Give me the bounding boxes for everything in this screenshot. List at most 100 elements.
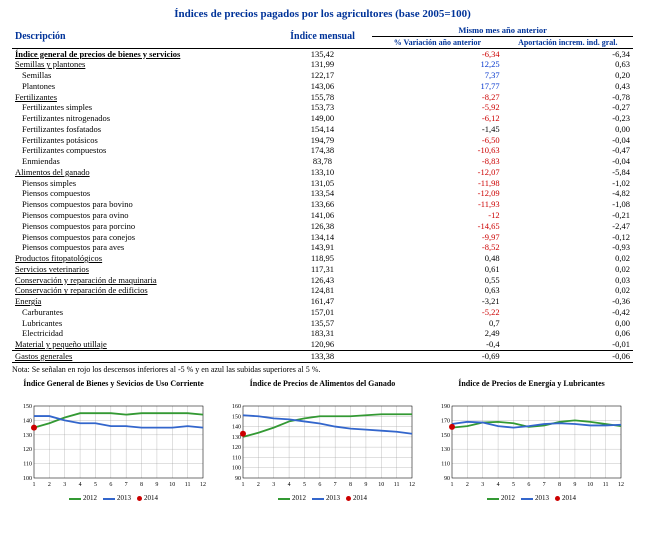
col-var: % Variación año anterior — [372, 37, 502, 49]
table-row: Piensos compuestos para conejos134,14-9,… — [12, 232, 633, 243]
cell-apo: -1,02 — [503, 178, 633, 189]
svg-text:12: 12 — [409, 482, 415, 488]
cell-apo: 0,02 — [503, 264, 633, 275]
cell-apo: 0,00 — [503, 124, 633, 135]
cell-index: 135,57 — [273, 318, 372, 329]
svg-text:90: 90 — [444, 476, 450, 482]
svg-text:6: 6 — [109, 482, 112, 488]
cell-index: 157,01 — [273, 307, 372, 318]
chart-legend: 201220132014 — [12, 494, 215, 502]
cell-index: 133,38 — [273, 351, 372, 363]
cell-apo: -2,47 — [503, 221, 633, 232]
cell-index: 134,14 — [273, 232, 372, 243]
cell-index: 133,10 — [273, 167, 372, 178]
svg-text:90: 90 — [235, 476, 241, 482]
cell-var: -0,69 — [372, 351, 502, 363]
cell-var: 17,77 — [372, 81, 502, 92]
col-apo: Aportación increm. ind. gral. — [503, 37, 633, 49]
svg-text:8: 8 — [349, 482, 352, 488]
cell-desc: Fertilizantes nitrogenados — [12, 114, 273, 125]
cell-desc: Lubricantes — [12, 318, 273, 329]
table-row: Piensos compuestos para porcino126,38-14… — [12, 221, 633, 232]
chart-title: Índice de Precios de Energía y Lubricant… — [430, 380, 633, 400]
cell-desc: Enmiendas — [12, 157, 273, 168]
table-row: Electricidad183,312,490,06 — [12, 329, 633, 340]
cell-var: 12,25 — [372, 60, 502, 71]
cell-var: 0,55 — [372, 275, 502, 286]
cell-var: -9,97 — [372, 232, 502, 243]
cell-desc: Fertilizantes compuestos — [12, 146, 273, 157]
cell-index: 120,96 — [273, 340, 372, 351]
cell-apo: -1,08 — [503, 200, 633, 211]
cell-desc: Piensos compuestos para aves — [12, 243, 273, 254]
svg-text:7: 7 — [543, 482, 546, 488]
svg-text:5: 5 — [303, 482, 306, 488]
table-row: Fertilizantes simples153,73-5,92-0,27 — [12, 103, 633, 114]
svg-text:110: 110 — [441, 462, 450, 468]
cell-apo: -0,42 — [503, 307, 633, 318]
cell-apo: -0,01 — [503, 340, 633, 351]
cell-desc: Electricidad — [12, 329, 273, 340]
cell-var: 0,7 — [372, 318, 502, 329]
svg-text:4: 4 — [288, 482, 291, 488]
cell-desc: Piensos compuestos para conejos — [12, 232, 273, 243]
cell-desc: Piensos compuestos para porcino — [12, 221, 273, 232]
cell-var: -5,22 — [372, 307, 502, 318]
svg-text:7: 7 — [125, 482, 128, 488]
table-row: Índice general de precios de bienes y se… — [12, 49, 633, 60]
chart-svg: 90110130150170190123456789101112 — [430, 402, 625, 492]
svg-text:3: 3 — [63, 482, 66, 488]
table-row: Piensos simples131,05-11,98-1,02 — [12, 178, 633, 189]
cell-apo: 0,02 — [503, 286, 633, 297]
svg-text:150: 150 — [23, 404, 32, 410]
cell-apo: 0,03 — [503, 275, 633, 286]
svg-text:10: 10 — [587, 482, 593, 488]
svg-text:11: 11 — [185, 482, 191, 488]
table-row: Piensos compuestos133,54-12,09-4,82 — [12, 189, 633, 200]
cell-index: 133,66 — [273, 200, 372, 211]
table-row: Lubricantes135,570,70,00 — [12, 318, 633, 329]
table-row: Fertilizantes fosfatados154,14-1,450,00 — [12, 124, 633, 135]
cell-apo: -0,21 — [503, 210, 633, 221]
svg-text:130: 130 — [441, 447, 450, 453]
cell-var: -12,09 — [372, 189, 502, 200]
cell-var: -12 — [372, 210, 502, 221]
cell-index: 155,78 — [273, 92, 372, 103]
cell-apo: -0,23 — [503, 114, 633, 125]
table-row: Fertilizantes compuestos174,38-10,63-0,4… — [12, 146, 633, 157]
cell-index: 174,38 — [273, 146, 372, 157]
table-row: Semillas y plantones131,9912,250,63 — [12, 60, 633, 71]
svg-text:11: 11 — [603, 482, 609, 488]
table-row: Piensos compuestos para ovino141,06-12-0… — [12, 210, 633, 221]
svg-text:10: 10 — [169, 482, 175, 488]
cell-apo: -0,27 — [503, 103, 633, 114]
cell-apo: -4,82 — [503, 189, 633, 200]
svg-text:160: 160 — [232, 404, 241, 410]
cell-apo: -5,84 — [503, 167, 633, 178]
cell-index: 143,91 — [273, 243, 372, 254]
svg-text:4: 4 — [497, 482, 500, 488]
svg-text:190: 190 — [441, 404, 450, 410]
cell-index: 161,47 — [273, 297, 372, 308]
cell-apo: -0,93 — [503, 243, 633, 254]
cell-index: 131,05 — [273, 178, 372, 189]
chart-legend: 201220132014 — [221, 494, 424, 502]
table-row: Fertilizantes nitrogenados149,00-6,12-0,… — [12, 114, 633, 125]
cell-apo: -0,78 — [503, 92, 633, 103]
svg-text:110: 110 — [23, 462, 32, 468]
svg-text:9: 9 — [155, 482, 158, 488]
cell-desc: Semillas — [12, 71, 273, 82]
cell-desc: Fertilizantes fosfatados — [12, 124, 273, 135]
cell-var: -11,93 — [372, 200, 502, 211]
cell-desc: Piensos compuestos — [12, 189, 273, 200]
table-row: Semillas122,177,370,20 — [12, 71, 633, 82]
cell-apo: 0,00 — [503, 318, 633, 329]
chart-svg: 100110120130140150123456789101112 — [12, 402, 207, 492]
chart: Índice de Precios de Energía y Lubricant… — [430, 380, 633, 502]
svg-text:12: 12 — [200, 482, 206, 488]
table-row: Conservación y reparación de edificios12… — [12, 286, 633, 297]
col-idx: Índice mensual — [273, 24, 372, 49]
cell-desc: Piensos compuestos para ovino — [12, 210, 273, 221]
cell-apo: 0,06 — [503, 329, 633, 340]
cell-var: -6,34 — [372, 49, 502, 60]
